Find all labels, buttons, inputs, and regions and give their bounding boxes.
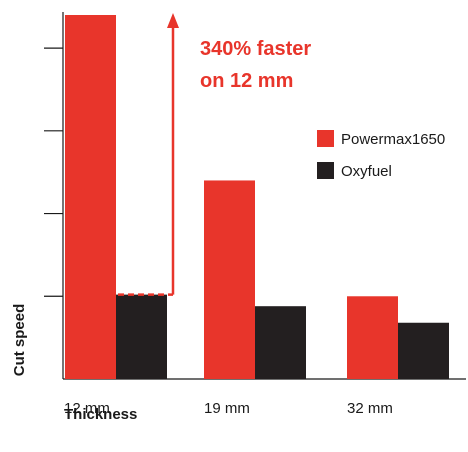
- legend-label-powermax1650: Powermax1650: [341, 131, 445, 148]
- x-axis-title: Thickness: [64, 406, 137, 423]
- bar-powermax1650-12-mm: [65, 15, 116, 379]
- x-tick-label-32-mm: 32 mm: [347, 400, 393, 417]
- bar-oxyfuel-19-mm: [255, 306, 306, 379]
- legend-label-oxyfuel: Oxyfuel: [341, 163, 392, 180]
- y-axis-title: Cut speed: [11, 304, 28, 377]
- bar-oxyfuel-12-mm: [116, 294, 167, 379]
- bars: [65, 15, 449, 379]
- annotation-text-line2: on 12 mm: [200, 70, 293, 92]
- y-ticks: [44, 47, 63, 297]
- bar-powermax1650-19-mm: [204, 180, 255, 379]
- x-tick-labels: 12 mm 19 mm 32 mm: [64, 400, 393, 417]
- annotation: 340% faster on 12 mm: [118, 13, 311, 296]
- legend-swatch-oxyfuel: [317, 162, 334, 179]
- x-tick-label-12-mm: 12 mm: [64, 400, 110, 417]
- legend-swatch-powermax1650: [317, 130, 334, 147]
- bar-powermax1650-32-mm: [347, 296, 398, 379]
- legend: Powermax1650 Oxyfuel: [317, 130, 445, 180]
- bar-oxyfuel-32-mm: [398, 322, 449, 379]
- x-tick-label-19-mm: 19 mm: [204, 400, 250, 417]
- annotation-text-line1: 340% faster: [200, 38, 311, 60]
- annotation-arrowhead: [167, 13, 179, 28]
